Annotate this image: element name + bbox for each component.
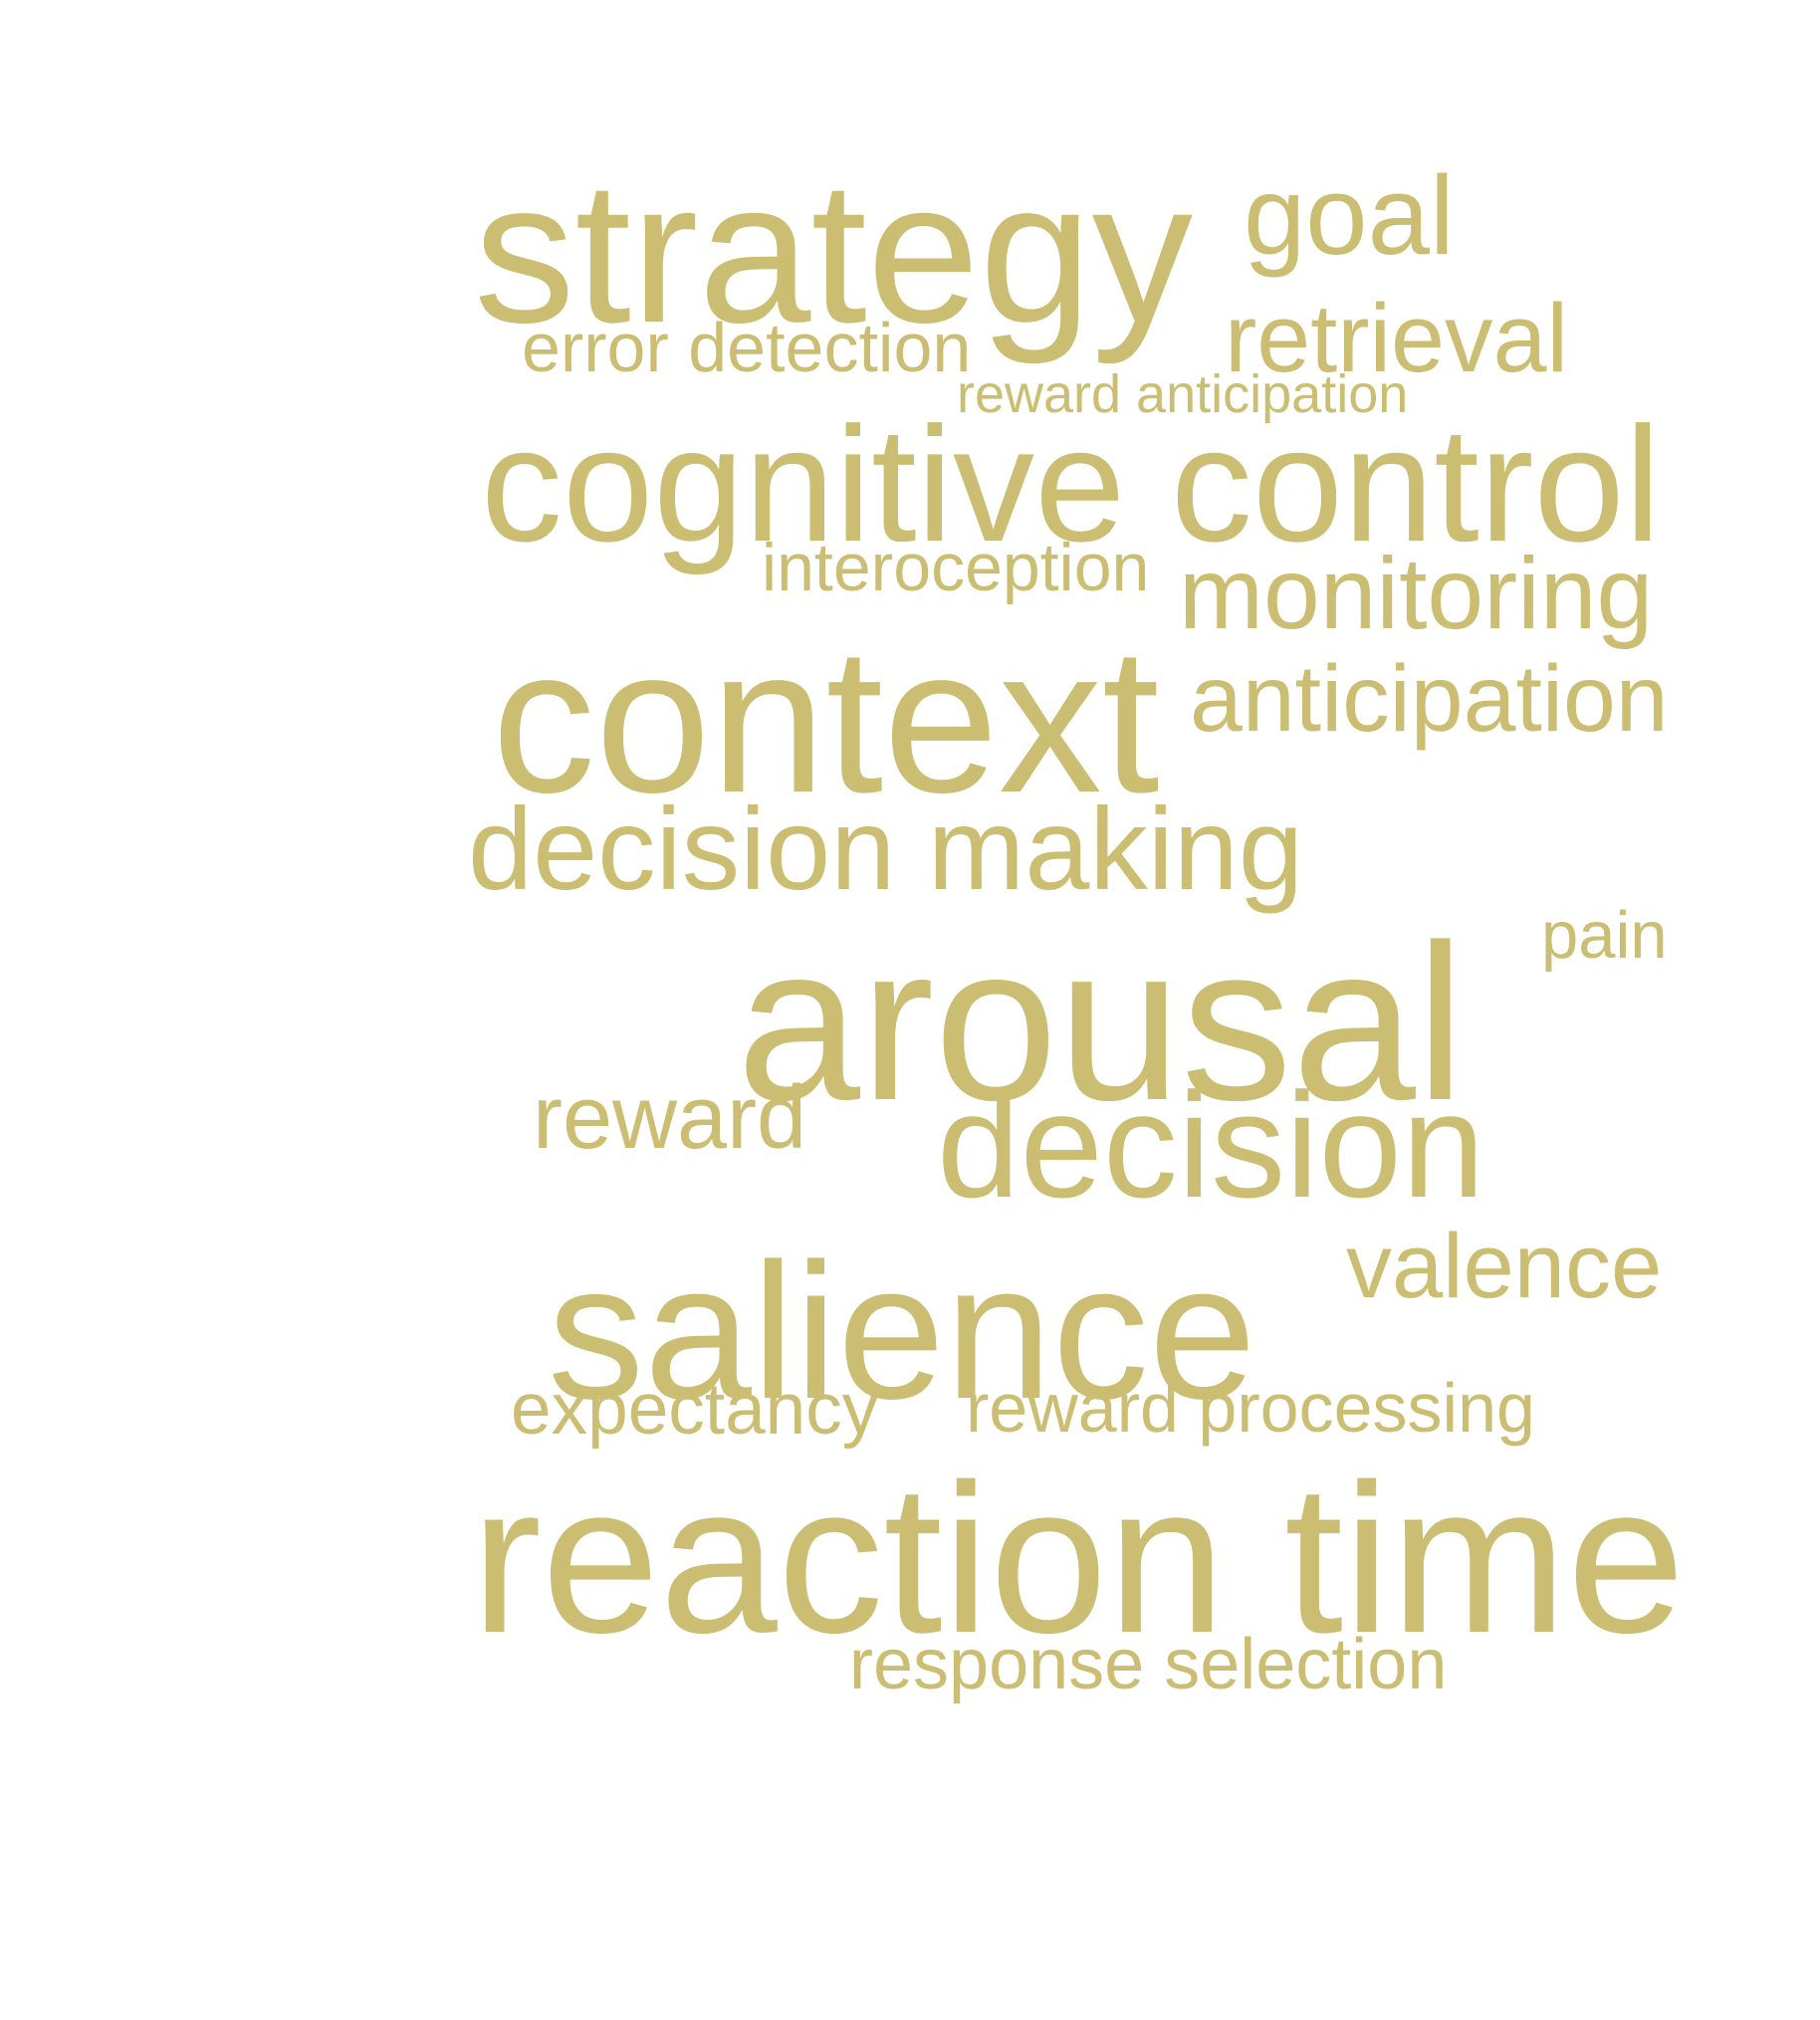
word-response-selection: response selection <box>849 1625 1448 1704</box>
word-error-detection: error detection <box>522 309 972 386</box>
word-cognitive-control: cognitive control <box>481 393 1662 575</box>
word-reaction-time: reaction time <box>471 1441 1686 1678</box>
word-interoception: interoception <box>762 530 1150 605</box>
word-salience: salience <box>548 1224 1256 1440</box>
word-reward-processing: reward processing <box>966 1369 1535 1447</box>
word-retrieval: retrieval <box>1225 284 1568 392</box>
word-expectancy: expectancy <box>511 1369 879 1450</box>
word-context: context <box>492 605 1160 836</box>
word-valence: valence <box>1346 1216 1663 1317</box>
word-monitoring: monitoring <box>1179 537 1654 650</box>
word-decision: decision <box>937 1061 1485 1229</box>
word-decision-making: decision making <box>468 784 1303 914</box>
word-arousal: arousal <box>737 899 1466 1147</box>
word-anticipation: anticipation <box>1190 646 1669 752</box>
word-reward-anticipation: reward anticipation <box>957 364 1409 424</box>
word-pain: pain <box>1541 898 1668 973</box>
word-goal: goal <box>1244 153 1455 278</box>
word-reward: reward <box>533 1068 807 1168</box>
word-strategy: strategy <box>474 139 1194 365</box>
